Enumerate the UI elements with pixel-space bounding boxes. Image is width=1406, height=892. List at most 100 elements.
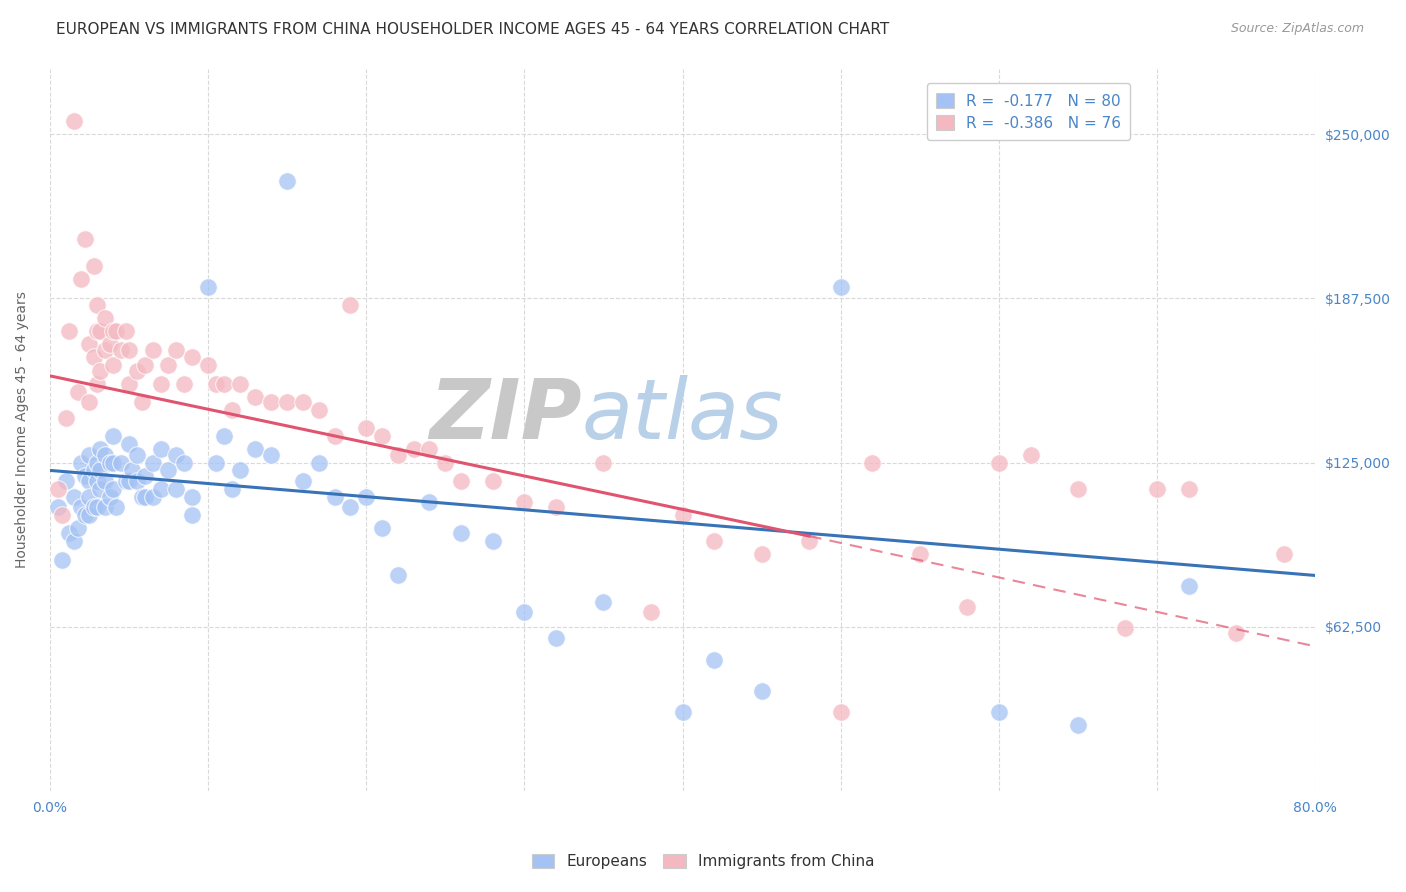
Point (105, 324, 128, 338)
Point (1019, 448, 1042, 462)
Point (987, 456, 1010, 470)
Text: EUROPEAN VS IMMIGRANTS FROM CHINA HOUSEHOLDER INCOME AGES 45 - 64 YEARS CORRELAT: EUROPEAN VS IMMIGRANTS FROM CHINA HOUSEH… (56, 22, 890, 37)
Point (70, 271, 93, 285)
Point (83, 463, 105, 477)
Point (165, 343, 187, 357)
Point (98, 337, 121, 351)
Point (908, 548, 931, 562)
Point (671, 705, 693, 719)
Point (86, 376, 108, 391)
Point (89, 442, 111, 457)
Point (181, 490, 204, 504)
Point (114, 324, 136, 338)
Point (323, 490, 346, 504)
Point (173, 456, 195, 470)
Point (94, 500, 117, 515)
Point (276, 395, 298, 409)
Point (1177, 482, 1199, 496)
Point (125, 448, 148, 462)
Point (125, 474, 148, 488)
Legend: R =  -0.177   N = 80, R =  -0.386   N = 76: R = -0.177 N = 80, R = -0.386 N = 76 (927, 83, 1130, 140)
Point (371, 429, 394, 443)
Point (165, 448, 187, 462)
Point (134, 468, 156, 483)
Point (544, 500, 567, 515)
Point (73, 468, 96, 483)
Point (387, 568, 409, 582)
Point (86, 500, 108, 515)
Point (323, 429, 346, 443)
Point (79, 395, 101, 409)
Point (79, 490, 101, 504)
Point (83, 259, 105, 273)
Point (640, 605, 662, 619)
Point (125, 363, 148, 377)
Point (118, 376, 141, 391)
Point (221, 403, 243, 417)
Point (149, 482, 172, 496)
Point (165, 482, 187, 496)
Point (830, 279, 852, 293)
Point (89, 482, 111, 496)
Point (418, 495, 440, 509)
Point (418, 442, 440, 457)
Point (751, 684, 773, 698)
Point (450, 526, 472, 541)
Point (46, 482, 69, 496)
Point (55, 474, 77, 488)
Point (83, 351, 105, 365)
Point (134, 359, 156, 373)
Point (98, 490, 121, 504)
Point (481, 474, 503, 488)
Point (67, 384, 90, 399)
Point (544, 632, 567, 646)
Point (89, 463, 111, 477)
Point (134, 490, 156, 504)
Point (101, 456, 124, 470)
Point (142, 490, 165, 504)
Point (131, 490, 153, 504)
Point (181, 508, 204, 522)
Point (79, 474, 101, 488)
Y-axis label: Householder Income Ages 45 - 64 years: Householder Income Ages 45 - 64 years (15, 292, 30, 568)
Point (89, 324, 111, 338)
Point (70, 456, 93, 470)
Point (513, 495, 536, 509)
Point (212, 429, 235, 443)
Point (339, 298, 361, 312)
Point (205, 376, 228, 391)
Point (73, 508, 96, 522)
Point (797, 534, 820, 549)
Point (142, 343, 165, 357)
Point (860, 456, 883, 470)
Point (354, 490, 377, 504)
Point (79, 337, 101, 351)
Point (62, 534, 84, 549)
Point (118, 437, 141, 451)
Point (291, 395, 314, 409)
Point (1225, 626, 1247, 640)
Point (70, 500, 93, 515)
Point (86, 324, 108, 338)
Point (956, 599, 979, 614)
Point (94, 448, 117, 462)
Point (73, 232, 96, 246)
Point (481, 534, 503, 549)
Point (101, 324, 124, 338)
Point (94, 474, 117, 488)
Point (830, 705, 852, 719)
Point (86, 298, 108, 312)
Point (703, 652, 725, 666)
Point (339, 500, 361, 515)
Point (101, 429, 124, 443)
Point (51, 508, 73, 522)
Point (592, 595, 614, 609)
Point (1067, 482, 1090, 496)
Point (55, 410, 77, 425)
Point (110, 456, 132, 470)
Point (703, 534, 725, 549)
Point (46, 500, 69, 515)
Point (62, 114, 84, 128)
Point (58, 324, 80, 338)
Point (450, 474, 472, 488)
